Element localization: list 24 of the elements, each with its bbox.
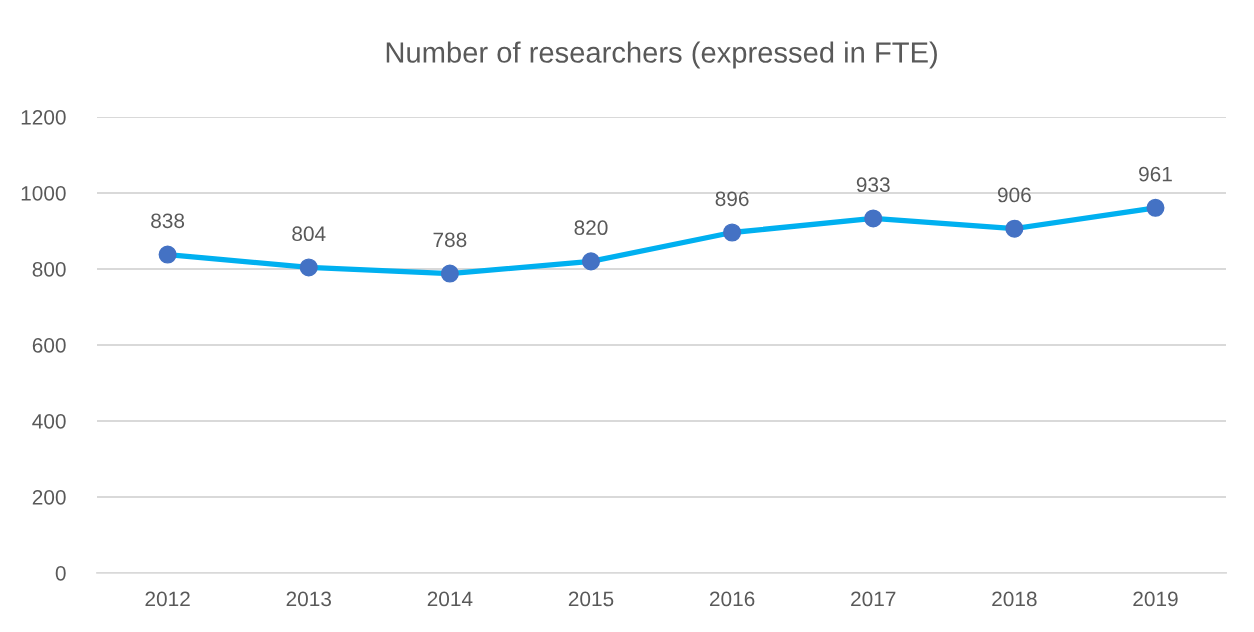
x-tick-label: 2016 [709, 591, 755, 607]
y-tick-label: 200 [32, 489, 66, 505]
data-label: 896 [715, 191, 749, 207]
x-tick-label: 2017 [851, 591, 896, 607]
x-tick-label: 2014 [427, 591, 473, 607]
x-tick-label: 2012 [145, 591, 190, 607]
data-label: 788 [433, 232, 467, 248]
data-label: 804 [292, 226, 326, 242]
y-tick-label: 1000 [21, 185, 66, 201]
data-label: 961 [1139, 166, 1172, 182]
data-label: 933 [856, 177, 890, 193]
data-label: 838 [151, 213, 185, 229]
y-tick-label: 400 [32, 413, 66, 429]
y-tick-label: 800 [32, 261, 66, 277]
y-tick-label: 600 [32, 337, 66, 353]
y-tick-label: 1200 [21, 109, 66, 125]
data-label: 820 [574, 220, 608, 236]
chart-title: Number of researchers (expressed in FTE) [386, 41, 937, 69]
y-tick-label: 0 [55, 565, 66, 581]
x-tick-label: 2019 [1133, 591, 1178, 607]
x-tick-label: 2013 [286, 591, 331, 607]
x-tick-label: 2015 [568, 591, 614, 607]
x-tick-label: 2018 [992, 591, 1037, 607]
data-label: 906 [997, 187, 1031, 203]
